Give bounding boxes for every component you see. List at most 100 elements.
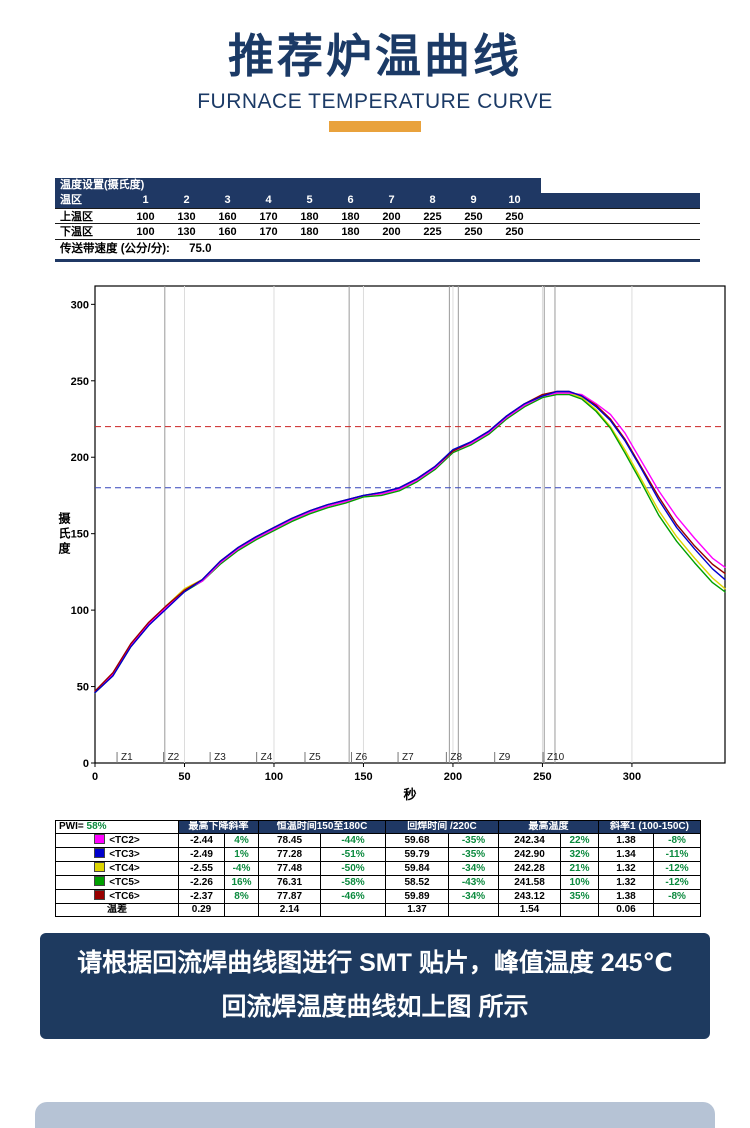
tc-label-cell: <TC5> — [55, 875, 179, 890]
y-axis-label: 摄氏度 — [57, 512, 71, 557]
tc-value-cell: 59.68 — [385, 833, 449, 848]
tc-value-cell: 1.32 — [598, 875, 654, 890]
settings-cell: 130 — [177, 226, 196, 238]
results-header-cell: 恒温时间150至180C — [258, 820, 386, 834]
tc-value-cell: 242.90 — [498, 847, 561, 862]
tc-value-cell: 242.28 — [498, 861, 561, 876]
tc-percent-cell: 32% — [560, 847, 599, 862]
tc-percent-cell: -51% — [320, 847, 386, 862]
settings-cell: 100 — [136, 211, 155, 223]
results-header-cell: 最高温度 — [498, 820, 599, 834]
tc-percent-cell: -43% — [448, 875, 499, 890]
tc-percent-cell: -50% — [320, 861, 386, 876]
curve-tc3 — [94, 390, 726, 694]
zone-label: Z1 — [121, 752, 133, 763]
settings-cell: 3 — [224, 194, 231, 206]
diff-empty-cell — [560, 903, 599, 917]
tc-color-swatch — [94, 862, 106, 872]
profile-results-table: PWI= 58% 最高下降斜率 恒温时间150至180C 回焊时间 /220C 最高温度… — [55, 820, 702, 917]
x-tick-label: 150 — [354, 771, 372, 783]
tc-percent-cell: -44% — [320, 833, 386, 848]
page-title: 推荐炉温曲线 — [228, 30, 522, 82]
diff-value-cell: 2.14 — [258, 903, 321, 917]
tc-percent-cell: 10% — [560, 875, 599, 890]
tc-label-cell: <TC6> — [55, 889, 179, 904]
tc-row: <TC4> -2.55 -4% 77.48 -50% 59.84 -34% 242.28 21%… — [55, 861, 702, 876]
settings-row: 下温区 100 130 160 170 180 180 200 225 250 250 — [55, 224, 700, 240]
settings-cell: 10 — [508, 194, 521, 206]
tc-percent-cell: -34% — [448, 861, 499, 876]
tc-color-swatch — [94, 848, 106, 858]
tc-percent-cell: -12% — [652, 861, 702, 876]
settings-cell: 4 — [265, 194, 272, 206]
tc-value-cell: -2.44 — [178, 833, 225, 848]
diff-empty-cell — [224, 903, 259, 917]
diff-empty-cell — [320, 903, 386, 917]
y-tick-label: 150 — [71, 529, 89, 541]
settings-cell: 180 — [341, 226, 360, 238]
settings-cell: 250 — [464, 211, 483, 223]
settings-cell: 250 — [464, 226, 483, 238]
tc-percent-cell: -58% — [320, 875, 386, 890]
tc-value-cell: 1.38 — [598, 889, 654, 904]
tc-value-cell: 77.48 — [258, 861, 321, 876]
tc-label-cell: <TC3> — [55, 847, 179, 862]
diff-value-cell: 1.37 — [385, 903, 449, 917]
banner-line-1: 请根据回流焊曲线图进行 SMT 贴片，峰值温度 245℃ — [77, 949, 673, 978]
x-tick-label: 100 — [265, 771, 283, 783]
pwi-header-cell: PWI= 58% — [55, 820, 179, 834]
y-tick-label: 200 — [71, 452, 89, 464]
tc-row: <TC3> -2.49 1% 77.28 -51% 59.79 -35% 242.90 32% 1… — [55, 847, 702, 862]
settings-cell: 5 — [306, 194, 313, 206]
tc-percent-cell: 35% — [560, 889, 599, 904]
diff-value-cell: 1.54 — [498, 903, 561, 917]
x-tick-label: 300 — [623, 771, 641, 783]
results-header-cell: 最高下降斜率 — [178, 820, 259, 834]
diff-value-cell: 0.06 — [598, 903, 654, 917]
settings-cell: 170 — [259, 211, 278, 223]
y-tick-label: 300 — [71, 299, 89, 311]
zone-label: Z2 — [168, 752, 180, 763]
tc-row: <TC6> -2.37 8% 77.87 -46% 59.89 -34% 243.12 35% 1… — [55, 889, 702, 904]
zone-label: Z8 — [450, 752, 462, 763]
settings-cell: 250 — [505, 226, 524, 238]
y-tick-label: 250 — [71, 376, 89, 388]
y-tick-label: 0 — [83, 758, 89, 770]
settings-row-label: 下温区 — [60, 226, 93, 238]
x-tick-label: 0 — [92, 771, 98, 783]
tc-value-cell: 77.28 — [258, 847, 321, 862]
settings-cell: 250 — [505, 211, 524, 223]
plot-area — [94, 285, 726, 764]
tc-value-cell: 59.79 — [385, 847, 449, 862]
diff-empty-cell — [448, 903, 499, 917]
diff-empty-cell — [652, 903, 702, 917]
results-header-cell: 斜率1 (100-150C) — [597, 820, 702, 834]
settings-cell: 130 — [177, 211, 196, 223]
tc-value-cell: 1.34 — [598, 847, 654, 862]
zone-label: Z7 — [402, 752, 414, 763]
x-axis-label: 秒 — [403, 787, 416, 802]
next-section-bar — [35, 1102, 715, 1128]
tc-label-cell: <TC2> — [55, 833, 179, 848]
page-subtitle: FURNACE TEMPERATURE CURVE — [197, 90, 553, 113]
x-tick-label: 200 — [444, 771, 462, 783]
settings-rows: 温区 1 2 3 4 5 6 7 8 9 10 上温区 100 130 160 170 180 180 200 225… — [55, 193, 700, 240]
belt-speed-label: 传送带速度 (公分/分): — [60, 243, 170, 255]
x-tick-label: 50 — [178, 771, 190, 783]
curve-tc2 — [94, 392, 726, 692]
settings-cell: 200 — [382, 211, 401, 223]
tc-value-cell: -2.37 — [178, 889, 225, 904]
x-tick-label: 250 — [533, 771, 551, 783]
tc-color-swatch — [94, 890, 106, 900]
settings-cell: 8 — [429, 194, 436, 206]
settings-cell: 180 — [300, 226, 319, 238]
tc-percent-cell: -8% — [652, 833, 702, 848]
tc-percent-cell: 4% — [224, 833, 259, 848]
title-accent-bar — [329, 121, 421, 132]
tc-value-cell: 241.58 — [498, 875, 561, 890]
instruction-banner: 请根据回流焊曲线图进行 SMT 贴片，峰值温度 245℃ 回流焊温度曲线如上图 … — [40, 933, 710, 1039]
banner-line-2: 回流焊温度曲线如上图 所示 — [221, 993, 529, 1021]
settings-cell: 2 — [183, 194, 190, 206]
tc-value-cell: 58.52 — [385, 875, 449, 890]
